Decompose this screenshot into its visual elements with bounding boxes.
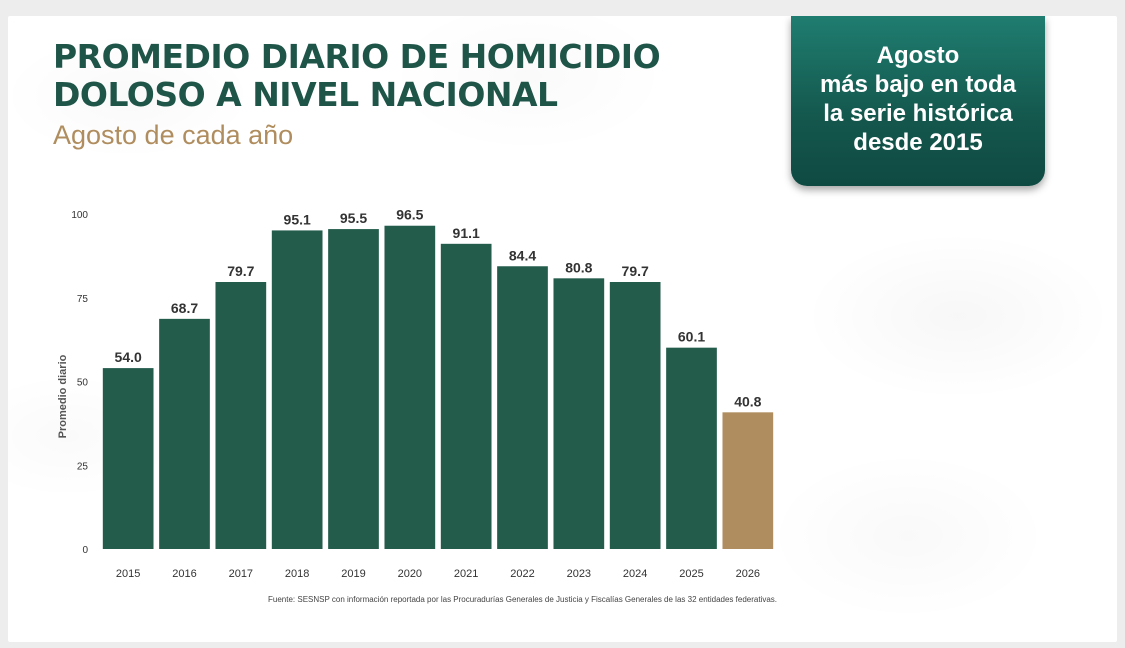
bar-2017: [215, 282, 267, 549]
value-label-2017: 79.7: [227, 263, 254, 279]
y-axis-label: Promedio diario: [57, 354, 69, 438]
bar-2015: [102, 368, 154, 549]
bar-2022: [497, 266, 548, 549]
highlight-callout: Agosto más bajo en toda la serie históri…: [791, 16, 1045, 186]
x-tick-label-2025: 2025: [679, 568, 703, 580]
value-label-2020: 96.5: [396, 207, 423, 223]
x-tick-label-2020: 2020: [398, 568, 422, 580]
y-tick-label: 75: [77, 294, 89, 305]
value-label-2023: 80.8: [565, 259, 592, 275]
x-tick-label-2018: 2018: [285, 568, 309, 580]
x-tick-label-2021: 2021: [454, 568, 478, 580]
slide-card: PROMEDIO DIARIO DE HOMICIDIO DOLOSO A NI…: [8, 16, 1117, 642]
x-tick-label-2023: 2023: [567, 568, 591, 580]
bar-2016: [159, 318, 210, 549]
bar-2023: [553, 278, 605, 549]
value-label-2018: 95.1: [284, 211, 311, 227]
value-label-2021: 91.1: [453, 225, 480, 241]
x-tick-label-2017: 2017: [229, 568, 253, 580]
value-label-2016: 68.7: [171, 300, 198, 316]
bar-2024: [609, 282, 661, 549]
y-tick-label: 100: [71, 210, 88, 221]
value-label-2026: 40.8: [734, 393, 761, 409]
chart-subtitle: Agosto de cada año: [53, 120, 294, 150]
y-tick-label: 0: [82, 545, 88, 556]
bar-chart: 0 25 50 75 100 Promedio diario 54.0 2015 68.7 201…: [57, 207, 774, 580]
bar-2021: [440, 243, 492, 549]
x-tick-label-2026: 2026: [736, 568, 760, 580]
y-tick-label: 25: [77, 461, 89, 472]
x-tick-label-2019: 2019: [341, 568, 365, 580]
value-label-2019: 95.5: [340, 210, 367, 226]
value-label-2022: 84.4: [509, 247, 536, 263]
callout-text: Agosto más bajo en toda la serie históri…: [819, 42, 1017, 156]
x-tick-label-2016: 2016: [172, 568, 196, 580]
value-label-2024: 79.7: [622, 263, 649, 279]
bar-2018: [271, 230, 323, 550]
bar-2026: [722, 412, 774, 549]
x-tick-label-2015: 2015: [116, 568, 140, 580]
x-tick-label-2024: 2024: [623, 568, 647, 580]
source-note: Fuente: SESNSP con información reportada…: [268, 595, 778, 604]
x-tick-label-2022: 2022: [510, 568, 534, 580]
chart-title: PROMEDIO DIARIO DE HOMICIDIO DOLOSO A NI…: [53, 37, 661, 114]
value-label-2025: 60.1: [678, 329, 705, 345]
y-tick-label: 50: [77, 378, 89, 389]
value-label-2015: 54.0: [115, 349, 142, 365]
bar-2019: [328, 229, 379, 549]
bar-2025: [666, 347, 717, 549]
bar-2020: [384, 225, 436, 549]
